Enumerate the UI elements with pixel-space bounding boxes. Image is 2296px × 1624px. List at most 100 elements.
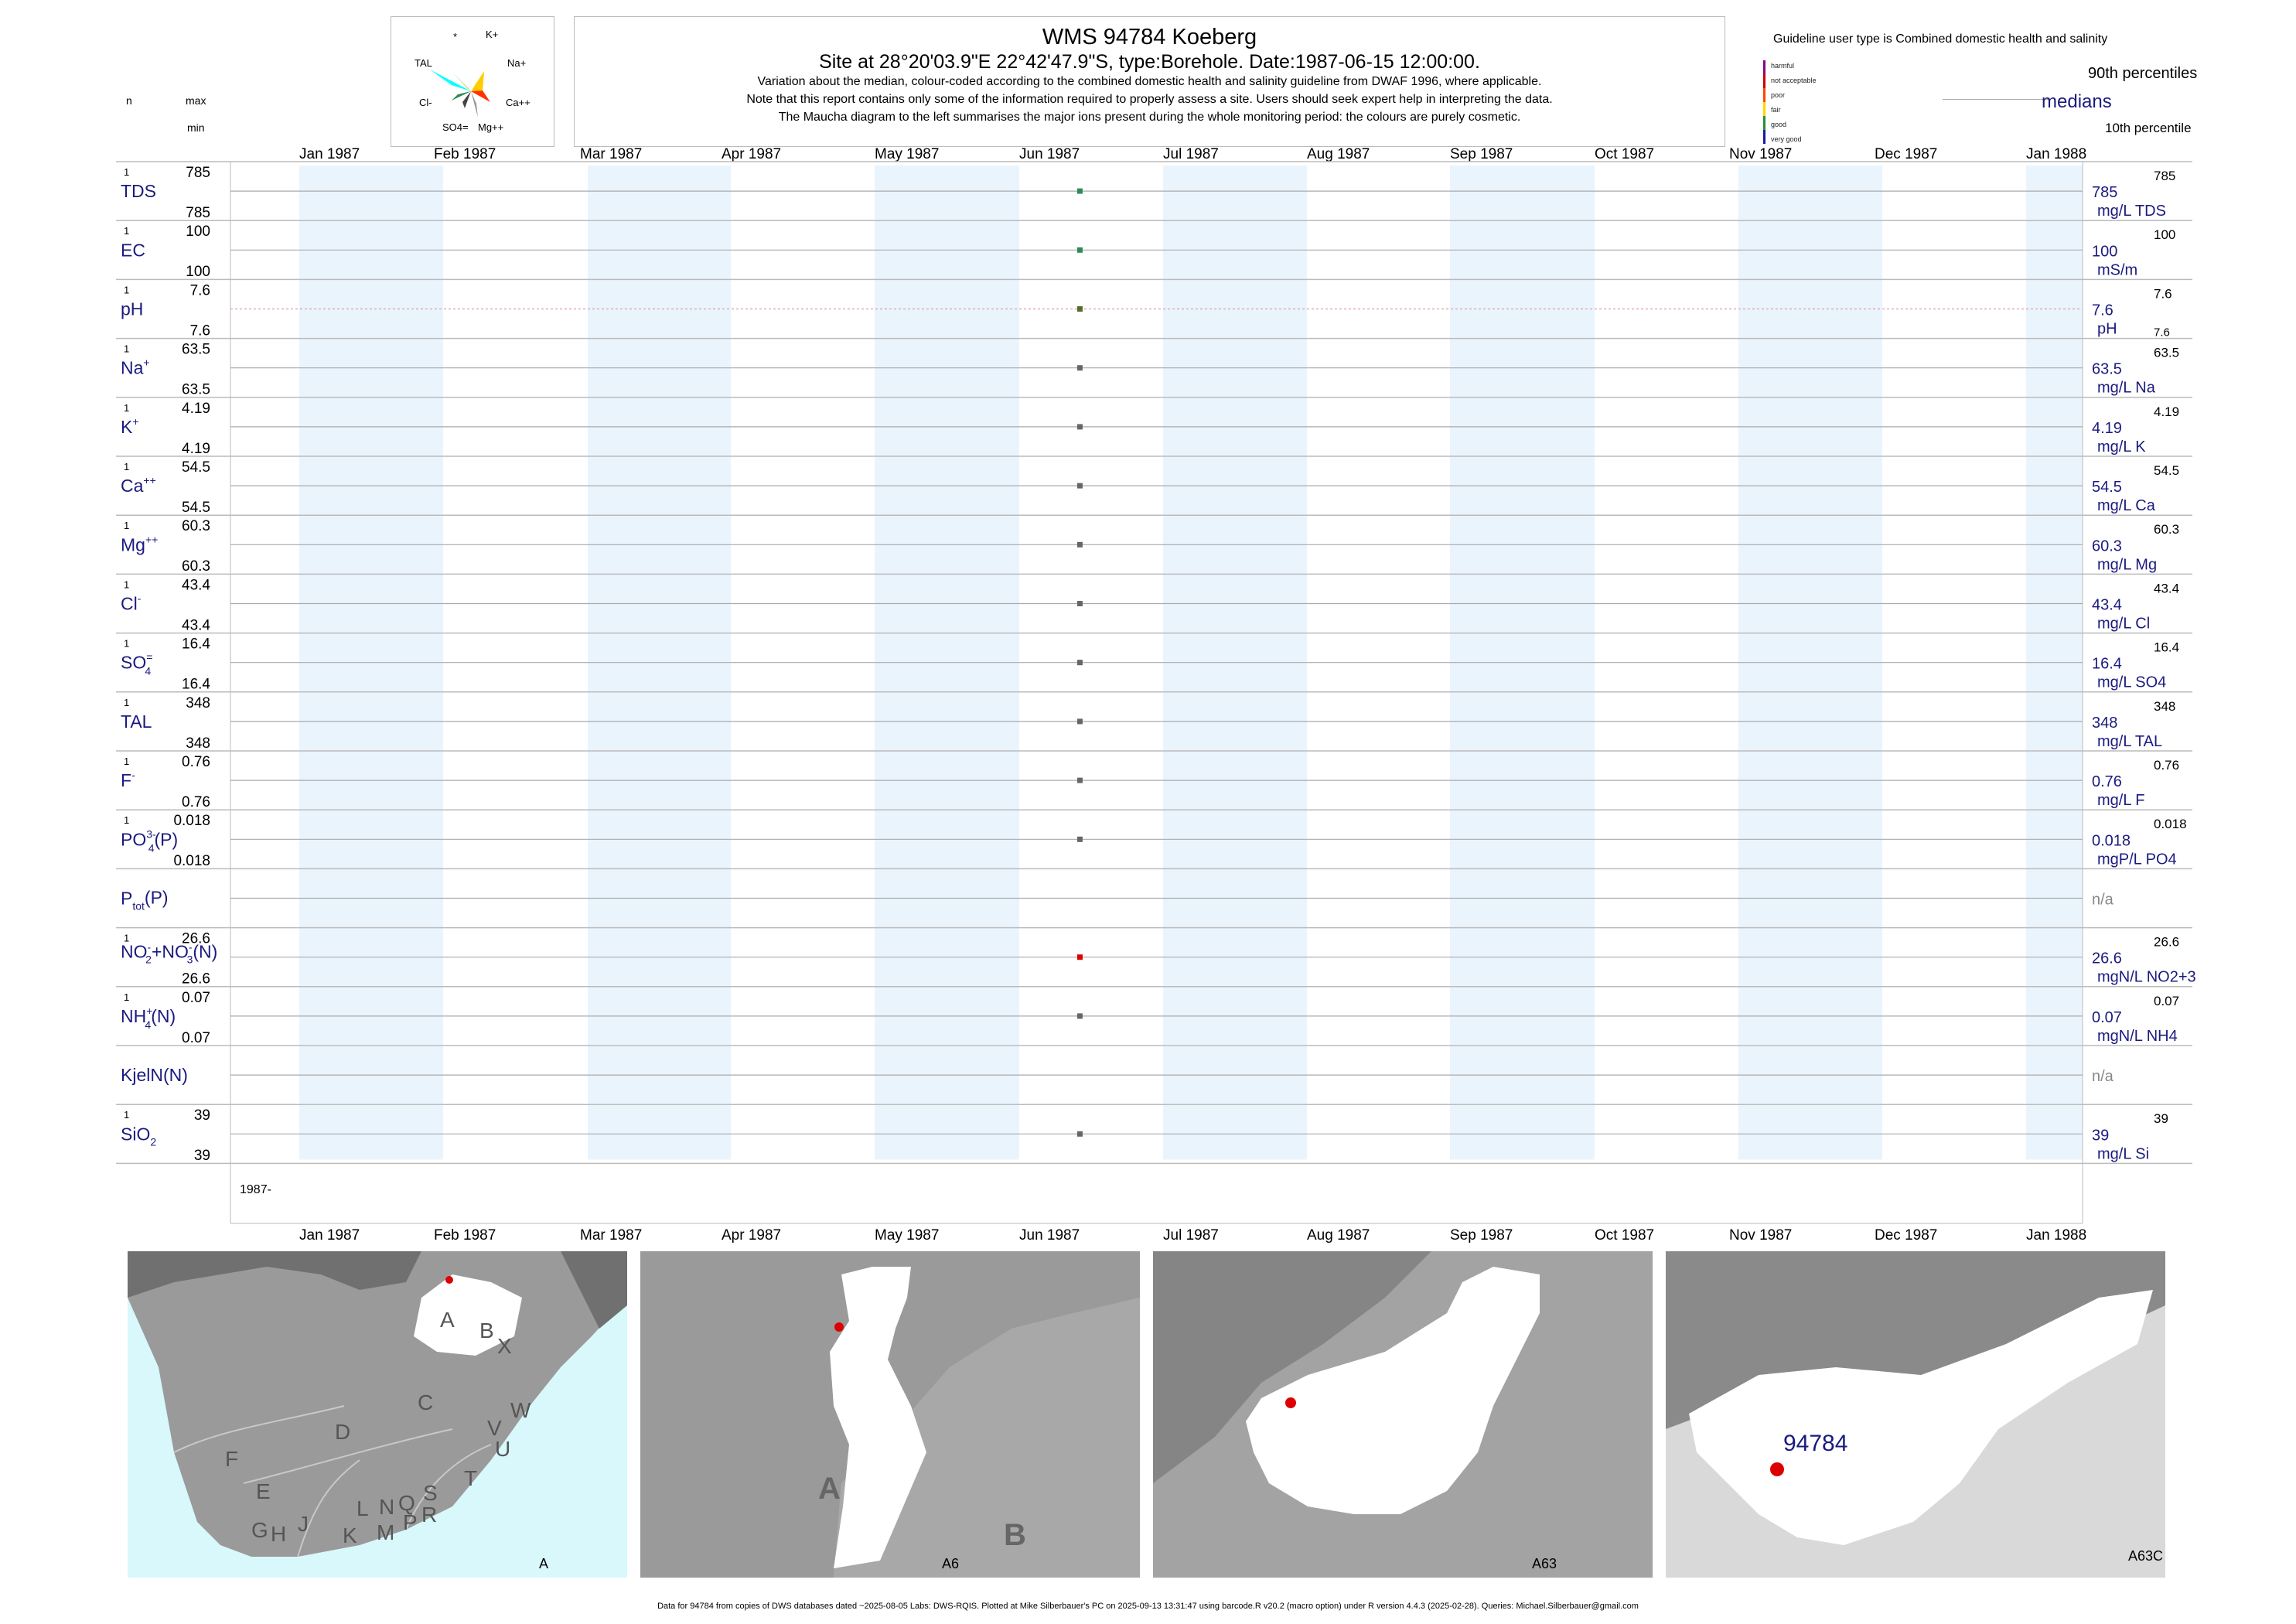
row-min-10: 0.76 <box>182 794 210 810</box>
data-point-0 <box>1076 188 1083 194</box>
row-right-unit-6: mg/L Mg <box>2097 556 2157 573</box>
row-right-p90-5: 54.5 <box>2154 463 2179 478</box>
barcode-chart: Jan 1987 Jan 1987 Feb 1987 Feb 1987 Mar 1987… <box>116 146 2196 1244</box>
data-point-11 <box>1076 836 1083 842</box>
legend-class-0: harmful <box>1771 62 1795 70</box>
month-label-bottom-11: Dec 1987 <box>1875 1227 1937 1244</box>
maucha-mg-sector <box>471 91 478 118</box>
month-label-bottom-1: Feb 1987 <box>434 1227 496 1244</box>
map-a6-letter-a: A <box>818 1472 841 1506</box>
map-a-letter-h: H <box>271 1522 286 1546</box>
row-right-unit-4: mg/L K <box>2097 438 2146 455</box>
maucha-k-sector <box>453 73 471 91</box>
map-a-letter-k: K <box>343 1523 357 1547</box>
legend-p90: 90th percentiles <box>2088 65 2198 82</box>
row-right-p90-0: 785 <box>2154 169 2175 183</box>
row-min-6: 60.3 <box>182 558 210 575</box>
row-right-p90-2: 7.6 <box>2154 286 2172 301</box>
row-right-value-7: 43.4 <box>2092 597 2122 614</box>
row-min-4: 4.19 <box>182 441 210 457</box>
row-min-16: 39 <box>194 1148 210 1164</box>
row-right-value-3: 63.5 <box>2092 361 2122 378</box>
row-right-value-6: 60.3 <box>2092 537 2122 554</box>
row-min-14: 0.07 <box>182 1030 210 1046</box>
row-right-value-8: 16.4 <box>2092 656 2122 673</box>
map-a63-caption: A63 <box>1532 1556 1557 1571</box>
map-quaternary-catchment: 94784 A63C <box>1666 1251 2165 1578</box>
row-n-9: 1 <box>124 697 129 708</box>
row-right-unit-2: pH <box>2097 321 2117 338</box>
month-label-bottom-5: Jun 1987 <box>1019 1227 1080 1244</box>
maucha-label-cl: Cl- <box>419 97 432 108</box>
row-right-p90-9: 348 <box>2154 699 2175 714</box>
row-min-2: 7.6 <box>190 322 210 339</box>
data-point-16 <box>1076 1131 1083 1137</box>
row-max-6: 60.3 <box>182 518 210 534</box>
map-a-letter-m: M <box>377 1520 394 1544</box>
map-a63-svg: A63 <box>1153 1251 1557 1571</box>
map-a63-neighbour <box>1153 1251 1431 1483</box>
row-max-8: 16.4 <box>182 636 210 653</box>
max-column-header: max <box>186 94 206 107</box>
row-name-11: PO3-4(P) <box>121 827 178 854</box>
row-right-p90-10: 0.76 <box>2154 758 2179 773</box>
map-a-letter-u: U <box>495 1437 510 1461</box>
month-label-top-6: Jul 1987 <box>1163 146 1219 162</box>
row-n-7: 1 <box>124 578 129 590</box>
row-right-p90-1: 100 <box>2154 227 2175 242</box>
row-n-16: 1 <box>124 1109 129 1121</box>
map-a-letter-n: N <box>379 1495 394 1519</box>
data-point-6 <box>1076 541 1083 548</box>
row-n-2: 1 <box>124 284 129 295</box>
row-name-7: Cl- <box>121 592 142 614</box>
maucha-ca-sector <box>471 90 490 102</box>
row-min-11: 0.018 <box>173 853 210 869</box>
legend-title: Guideline user type is Combined domestic… <box>1773 32 2108 46</box>
row-right-unit-14: mgN/L NH4 <box>2097 1028 2178 1045</box>
map-a-neighbour <box>128 1251 421 1298</box>
legend-median: medians <box>2042 91 2112 112</box>
row-name-5: Ca++ <box>121 474 156 496</box>
row-name-8: SO= 4 <box>121 651 152 677</box>
row-min-3: 63.5 <box>182 382 210 398</box>
month-label-top-10: Nov 1987 <box>1729 146 1792 162</box>
map-a63c-neighbour <box>1666 1251 2165 1429</box>
maucha-tal-sector <box>430 70 471 91</box>
maucha-label-na: Na+ <box>507 57 526 69</box>
maucha-svg: * K+ TAL Na+ Cl- Ca++ SO4= Mg++ <box>415 29 531 133</box>
maucha-cl-sector <box>452 91 471 101</box>
row-n-6: 1 <box>124 520 129 531</box>
row-right-na-12: n/a <box>2092 892 2114 909</box>
row-n-3: 1 <box>124 343 129 355</box>
row-n-13: 1 <box>124 933 129 944</box>
legend-class-4: good <box>1771 121 1787 128</box>
map-a-letter-d: D <box>335 1420 350 1444</box>
month-label-top-9: Oct 1987 <box>1595 146 1654 162</box>
legend-class-5: very good <box>1771 135 1802 143</box>
year-label: 1987- <box>240 1183 271 1196</box>
row-n-14: 1 <box>124 991 129 1003</box>
n-column-header: n <box>126 94 132 107</box>
row-right-value-9: 348 <box>2092 715 2117 732</box>
month-label-bottom-0: Jan 1987 <box>299 1227 360 1244</box>
row-n-1: 1 <box>124 225 129 237</box>
row-right-value-2: 7.6 <box>2092 302 2113 319</box>
map-a6-highlight <box>830 1267 926 1568</box>
row-right-p90-3: 63.5 <box>2154 346 2179 360</box>
maucha-label-ca: Ca++ <box>506 97 531 108</box>
month-label-top-5: Jun 1987 <box>1019 146 1080 162</box>
row-name-15: KjelN(N) <box>121 1065 188 1085</box>
row-name-14: NH+ 4(N) <box>121 1005 176 1031</box>
row-name-12: Ptot(P) <box>121 888 169 913</box>
row-min-0: 785 <box>186 205 210 221</box>
map-a63c-svg: 94784 A63C <box>1666 1251 2165 1564</box>
maucha-so4-sector <box>462 91 471 108</box>
map-a-land <box>128 1251 627 1557</box>
row-max-5: 54.5 <box>182 459 210 476</box>
row-right-unit-13: mgN/L NO2+3 <box>2097 969 2196 986</box>
map-a6-region-b <box>834 1298 1140 1578</box>
month-label-top-12: Jan 1988 <box>2026 146 2086 162</box>
map-a-letter-s: S <box>423 1481 438 1505</box>
row-min-9: 348 <box>186 735 210 752</box>
